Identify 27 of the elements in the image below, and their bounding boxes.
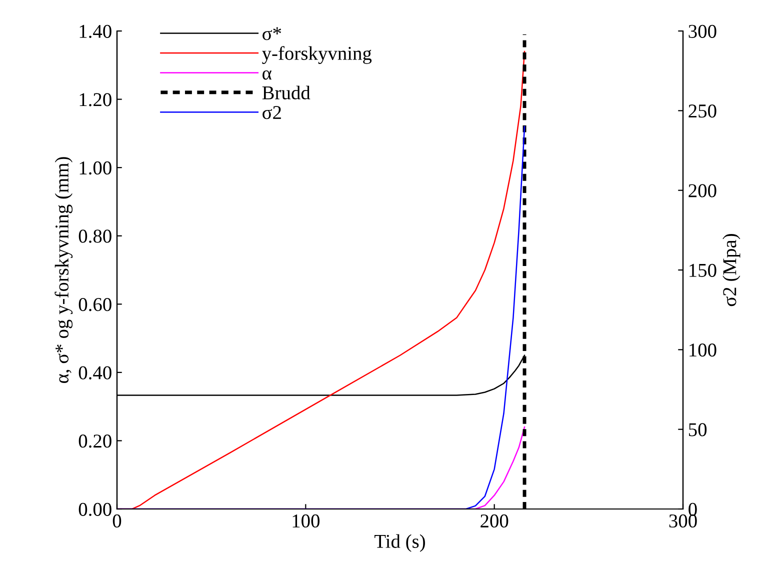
- x-tick-label: 300: [669, 514, 697, 528]
- y-tick-label: 1.20: [80, 93, 112, 106]
- y2-tick-label: 150: [690, 264, 716, 277]
- x-axis-title: Tid (s): [374, 534, 425, 552]
- legend-label: α: [262, 70, 272, 80]
- x-tick-label: 0: [112, 514, 122, 528]
- y-tick-label: 0.40: [78, 366, 112, 380]
- y2-tick-label: 250: [688, 104, 716, 118]
- legend-label: y-forskyvning: [262, 46, 372, 64]
- y2-tick-label: 0: [688, 502, 697, 516]
- legend-label: σ*: [262, 27, 282, 40]
- y2-tick-label: 50: [688, 423, 707, 436]
- y-tick-label: 0.60: [78, 298, 112, 312]
- y2-tick-label: 100: [690, 343, 716, 357]
- y2-tick-label: 200: [688, 184, 716, 198]
- y-tick-label: 0.80: [78, 230, 112, 243]
- y2-axis-title: σ2 (Mpa): [722, 234, 740, 306]
- y-tick-label: 1.00: [80, 161, 112, 175]
- legend-label: Brudd: [262, 86, 310, 100]
- x-tick-label: 200: [480, 514, 508, 528]
- y-tick-label: 0.00: [78, 502, 112, 516]
- x-tick-label: 100: [292, 514, 320, 528]
- y-tick-label: 0.20: [78, 434, 112, 448]
- legend-label: σ2: [262, 106, 281, 120]
- y-tick-label: 1.40: [80, 24, 112, 38]
- y-axis-title: α, σ* og y-forskyvning (mm): [54, 157, 73, 384]
- y2-tick-label: 300: [688, 24, 716, 38]
